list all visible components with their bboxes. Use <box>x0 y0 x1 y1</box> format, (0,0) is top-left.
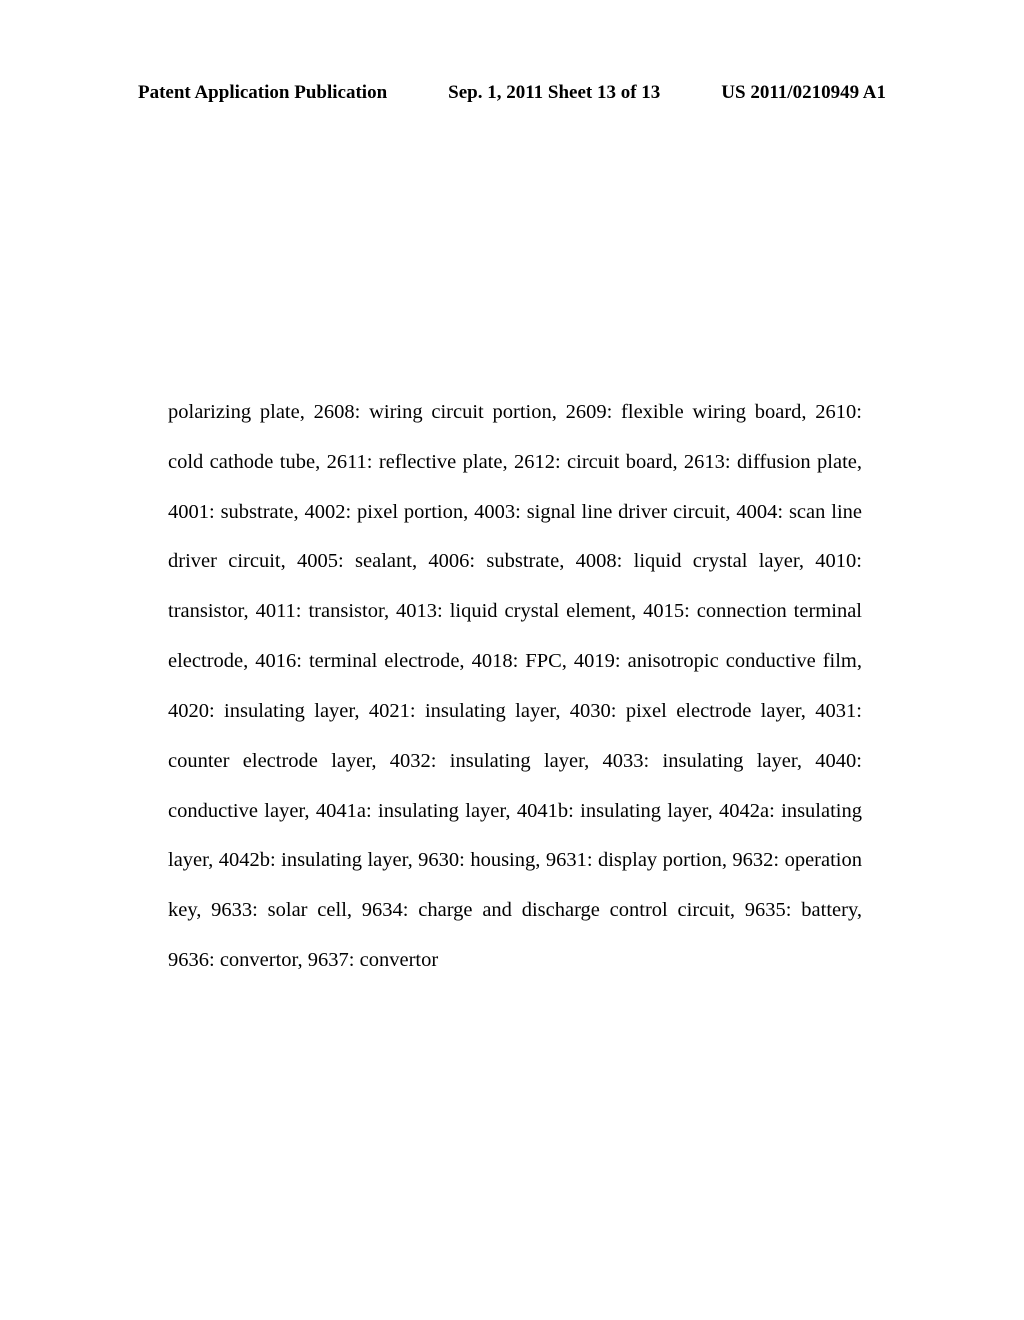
body-paragraph: polarizing plate, 2608: wiring circuit p… <box>168 388 862 986</box>
header-left: Patent Application Publication <box>138 82 387 104</box>
page-header: Patent Application Publication Sep. 1, 2… <box>0 82 1024 104</box>
header-center: Sep. 1, 2011 Sheet 13 of 13 <box>448 82 660 104</box>
header-right: US 2011/0210949 A1 <box>721 82 886 104</box>
